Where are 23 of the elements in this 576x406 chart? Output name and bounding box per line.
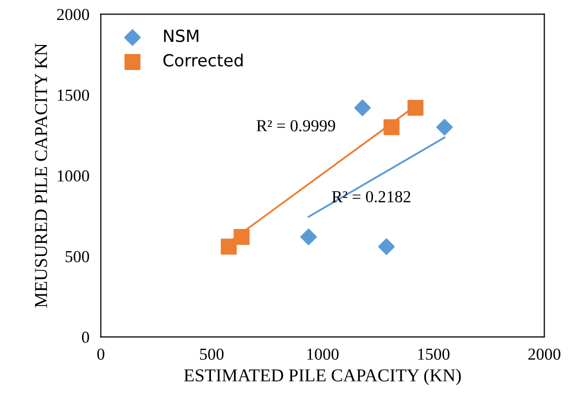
y-tick-label: 0 [82, 332, 90, 343]
point [436, 118, 453, 136]
x-tick-label: 0 [97, 348, 104, 360]
point [234, 228, 250, 245]
y-tick-label: 2000 [57, 8, 90, 20]
point [408, 100, 424, 116]
legend-label: NSM [164, 30, 198, 42]
x-tick-label: 1000 [307, 348, 339, 360]
point [354, 100, 371, 116]
point [384, 119, 400, 136]
y-tick-label: 1000 [58, 170, 90, 182]
legend-label: Corrected [163, 54, 243, 67]
annotation: R² = 0.9999 [256, 120, 336, 132]
point [300, 228, 317, 246]
y-axis-title: MEUSURED PILE CAPACITY KN [35, 44, 48, 308]
y-tick-label: 1500 [58, 90, 90, 101]
x-tick-label: 1500 [418, 348, 450, 360]
y-tick-label: 500 [66, 250, 90, 262]
point [378, 238, 395, 255]
x-tick-label: 2000 [528, 348, 560, 360]
point [220, 238, 237, 255]
x-axis-title: ESTIMATED PILE CAPACITY (KN) [184, 368, 461, 386]
x-tick-label: 500 [200, 348, 224, 360]
